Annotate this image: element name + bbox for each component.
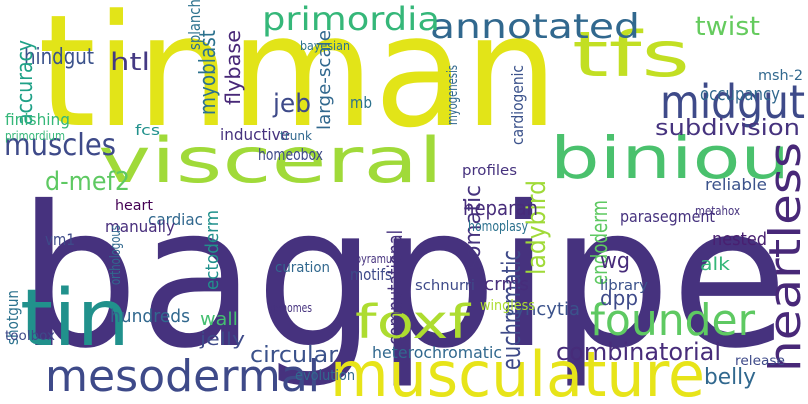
word: finishing (5, 110, 70, 129)
word: combinatorial (556, 338, 721, 366)
word: circular (250, 343, 339, 368)
word: heparan (463, 196, 538, 220)
word: dpp (600, 286, 638, 310)
word: annotated (430, 7, 640, 47)
word: toolbox (5, 329, 55, 344)
word: flybase (221, 30, 245, 105)
word: release (735, 354, 785, 369)
word: subdivision (655, 116, 800, 141)
word: parasegment (620, 207, 715, 226)
word: library (600, 278, 648, 294)
word: hindgut (24, 45, 94, 70)
word: mesodermal (45, 351, 320, 402)
word: mb (350, 93, 372, 112)
word: primordium (5, 129, 65, 143)
word: curation (275, 260, 330, 276)
word: somatic (461, 185, 486, 270)
word: heartless (760, 142, 808, 372)
word: jelly (199, 329, 246, 350)
word: wingless (480, 298, 535, 314)
word: primordia (262, 0, 440, 38)
word: belly (704, 365, 756, 390)
word: myoblast (196, 30, 221, 115)
word: bagpipe (18, 164, 788, 391)
word: myogenesis (445, 65, 461, 125)
word: muscles (4, 128, 116, 163)
word: splanchnic (185, 0, 204, 50)
word: ladybird (522, 180, 552, 275)
word: vm1 (45, 230, 75, 249)
word: wall (200, 309, 238, 330)
word: nested (712, 229, 767, 250)
word: euchromatic (497, 250, 527, 370)
word: accuracy (13, 40, 38, 125)
word: crms (484, 274, 529, 295)
word: trunk (280, 129, 312, 143)
word: profiles (462, 163, 517, 179)
word: cardiac (148, 210, 203, 229)
word: bayesian (300, 39, 350, 53)
word: musculature (330, 338, 705, 404)
word: hundreds (110, 306, 190, 327)
word: endoderm (588, 200, 613, 285)
word: heterochromatic (372, 343, 502, 362)
word: orthologous (108, 225, 124, 285)
word: large-scale (314, 30, 335, 130)
word: inductive (220, 125, 290, 144)
word: alk (700, 254, 731, 275)
word: tfs (572, 18, 690, 91)
word: cardiogenic (508, 65, 527, 145)
word: shotgun (3, 290, 22, 345)
word: tinman (38, 0, 558, 162)
word: heart (115, 198, 154, 214)
word: motifs (350, 265, 392, 284)
word: ectoderm (202, 210, 223, 290)
word: occupancy (700, 84, 780, 105)
word: visceral (98, 124, 443, 197)
word: founder (590, 295, 756, 346)
word: manually (105, 217, 175, 236)
word: evolution (295, 368, 355, 384)
word: homoplasy (468, 219, 528, 235)
word: midgut (660, 75, 805, 129)
word: foxf (355, 295, 472, 349)
word: homeobox (258, 145, 323, 164)
word: jeb (272, 89, 311, 119)
word: schnurri (415, 278, 475, 294)
word: metahox (695, 204, 740, 218)
word: biniou (550, 124, 790, 192)
word: d-mef2 (45, 167, 130, 197)
word: tin (20, 274, 130, 364)
word: reliable (705, 175, 767, 194)
word: computational (383, 230, 407, 345)
word: pyramus (355, 252, 397, 266)
word: genomes (270, 301, 312, 315)
word: wg (600, 249, 630, 274)
word: msh-2 (758, 68, 803, 84)
word: syncytia (505, 299, 580, 320)
word: fcs (135, 123, 160, 139)
word: htl (110, 48, 150, 76)
word: twist (695, 12, 760, 42)
